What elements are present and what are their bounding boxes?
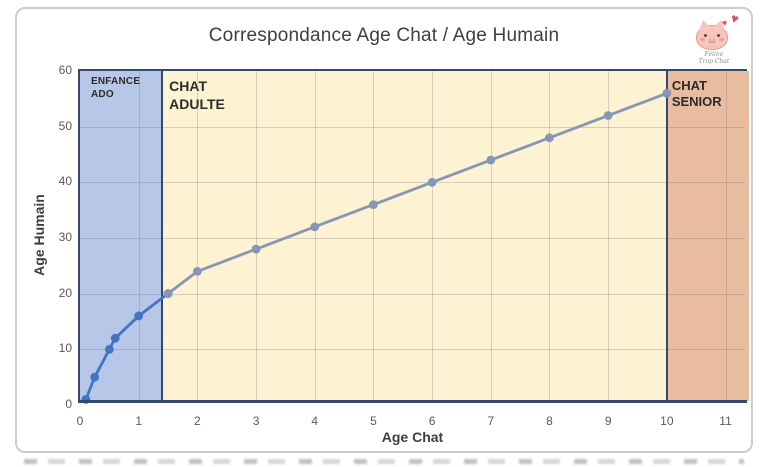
data-point xyxy=(310,222,320,232)
region-boundary-line xyxy=(161,71,164,401)
x-tick-label-0: 0 xyxy=(76,414,84,428)
x-tick-label-11: 11 xyxy=(719,414,732,428)
gridline-y-40 xyxy=(80,182,745,184)
y-tick-label-40: 40 xyxy=(58,174,72,189)
cat-blush-left xyxy=(700,38,705,41)
y-tick-label-20: 20 xyxy=(58,285,72,300)
y-tick-label-10: 10 xyxy=(58,341,72,356)
gridline-x-11 xyxy=(725,71,727,401)
chart-title: Correspondance Age Chat / Age Humain xyxy=(208,25,560,46)
region-chat-senior: CHAT SENIOR xyxy=(666,71,749,401)
gridline-x-8 xyxy=(549,71,551,401)
x-tick-label-8: 8 xyxy=(546,414,553,428)
gridline-y-20 xyxy=(80,293,745,295)
y-tick-label-30: 30 xyxy=(58,230,72,244)
line-series-svg xyxy=(81,88,672,404)
data-point xyxy=(545,133,554,143)
series-line-enfance-ado xyxy=(84,292,169,400)
data-point xyxy=(427,177,437,187)
data-point xyxy=(163,289,173,299)
data-point xyxy=(603,111,613,120)
cat-eye-left xyxy=(704,34,707,37)
cropped-text-strip xyxy=(24,459,744,464)
y-tick-label-0: 0 xyxy=(65,397,72,411)
y-tick-label-50: 50 xyxy=(58,118,72,133)
cat-ear-left xyxy=(697,18,711,31)
gridline-x-6 xyxy=(432,71,434,401)
chart-card: Correspondance Age Chat / Age Humain ♥ ♥… xyxy=(15,7,753,453)
data-point xyxy=(104,344,114,354)
x-tick-label-3: 3 xyxy=(252,414,260,428)
x-tick-label-7: 7 xyxy=(487,414,495,428)
region-label: CHAT SENIOR xyxy=(671,78,722,110)
gridline-y-30 xyxy=(80,238,745,239)
data-point xyxy=(251,244,261,254)
plot-area: ENFANCE ADO CHAT ADULTE CHAT SENIOR 0 1 2 3 4 5 6… xyxy=(59,63,749,428)
x-tick-label-9: 9 xyxy=(604,414,612,428)
data-point xyxy=(486,155,496,165)
gridline-x-5 xyxy=(373,71,375,401)
logo-caption-line1: Féline xyxy=(704,51,724,58)
region-enfance-ado: ENFANCE ADO xyxy=(80,71,163,401)
x-tick-label-4: 4 xyxy=(311,414,319,428)
gridline-y-10 xyxy=(80,349,745,351)
data-point xyxy=(192,267,202,276)
data-point xyxy=(110,333,120,343)
cat-mouth: ω xyxy=(708,36,716,45)
x-tick-label-5: 5 xyxy=(370,414,377,428)
series-line-adulte-senior xyxy=(167,91,668,295)
data-point xyxy=(662,88,672,98)
x-axis-title: Age Chat xyxy=(381,429,444,445)
x-tick-label-6: 6 xyxy=(428,414,436,428)
region-label: ENFANCE ADO xyxy=(91,76,141,100)
x-tick-label-10: 10 xyxy=(660,414,674,428)
cat-logo: ♥ ♥ ω Féline Trop Chat xyxy=(685,10,743,71)
gridline-x-2 xyxy=(197,71,199,401)
cat-ear-right xyxy=(713,18,727,31)
x-axis-line xyxy=(78,400,747,403)
x-tick-label-2: 2 xyxy=(194,414,201,428)
gridline-x-3 xyxy=(256,71,258,401)
gridline-x-1 xyxy=(138,71,140,401)
gridline-x-4 xyxy=(314,71,316,401)
x-tick-label-1: 1 xyxy=(135,414,143,428)
y-tick-label-60: 60 xyxy=(58,63,72,77)
region-label: CHAT ADULTE xyxy=(169,78,225,112)
cat-eye-right xyxy=(717,34,720,37)
cat-face-icon: ω xyxy=(696,18,728,50)
cat-blush-right xyxy=(719,38,724,41)
gridline-y-50 xyxy=(80,126,745,128)
logo-caption: Féline Trop Chat xyxy=(685,51,743,65)
gridline-x-9 xyxy=(608,71,610,401)
region-boundary-line xyxy=(665,71,668,401)
data-point xyxy=(90,372,100,382)
data-point xyxy=(369,200,378,210)
logo-caption-line2: Trop Chat xyxy=(698,58,730,65)
data-point xyxy=(134,311,144,321)
gridline-x-7 xyxy=(490,71,492,401)
heart-icon: ♥ xyxy=(729,10,742,27)
